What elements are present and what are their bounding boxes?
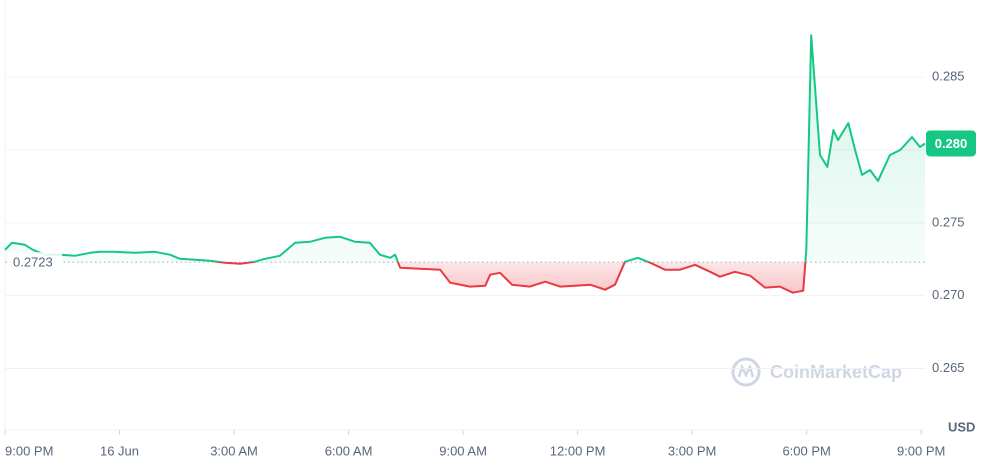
y-tick-label: 0.275	[932, 214, 965, 229]
x-tick-label: 9:00 PM	[5, 443, 53, 458]
price-area	[5, 35, 925, 293]
price-tag-label: 0.280	[935, 136, 968, 151]
y-tick-label: 0.265	[932, 360, 965, 375]
x-tick-label: 9:00 PM	[897, 443, 945, 458]
currency-label: USD	[948, 419, 975, 434]
watermark: CoinMarketCap	[731, 357, 902, 387]
y-tick-label: 0.270	[932, 287, 965, 302]
price-line	[4, 34, 926, 294]
x-tick-label: 9:00 AM	[439, 443, 487, 458]
price-tag	[926, 130, 976, 157]
x-tick-label: 3:00 AM	[210, 443, 258, 458]
x-tick-label: 6:00 AM	[325, 443, 373, 458]
x-tick-label: 6:00 PM	[782, 443, 830, 458]
baseline-label-bg	[8, 252, 62, 271]
x-tick-label: 12:00 PM	[550, 443, 606, 458]
y-tick-label: 0.285	[932, 69, 965, 84]
x-tick-label: 16 Jun	[100, 443, 139, 458]
watermark-text: CoinMarketCap	[770, 362, 902, 382]
baseline-label: 0.2723	[13, 255, 53, 270]
x-tick-label: 3:00 PM	[668, 443, 716, 458]
